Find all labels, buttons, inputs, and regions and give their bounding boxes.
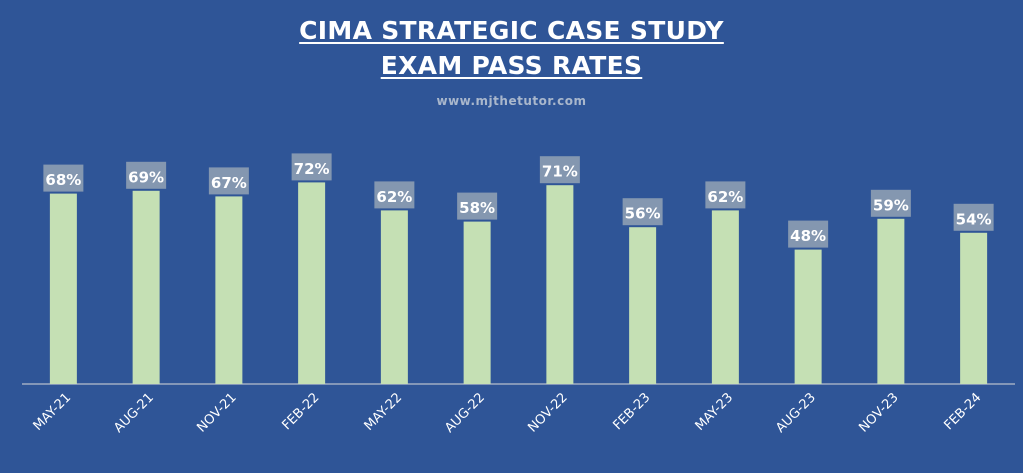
data-label-aug-21: 69%: [126, 161, 167, 189]
x-tick-label-aug-21: AUG-21: [111, 390, 157, 436]
x-tick-label-may-22: MAY-22: [362, 390, 406, 434]
bar-feb-23: [629, 227, 657, 384]
data-label-text: 48%: [790, 227, 826, 245]
data-label-feb-23: 56%: [622, 198, 663, 226]
data-label-text: 62%: [376, 188, 412, 206]
x-tick-label-may-23: MAY-23: [693, 390, 737, 434]
x-tick-label-nov-22: NOV-22: [525, 390, 570, 435]
data-label-text: 72%: [294, 160, 330, 178]
bar-feb-24: [960, 232, 988, 384]
bar-may-21: [49, 193, 77, 384]
data-label-box: [457, 192, 498, 220]
x-tick-label-feb-23: FEB-23: [610, 390, 653, 433]
x-tick-label-feb-22: FEB-22: [279, 390, 322, 433]
chart-title-line-1: CIMA STRATEGIC CASE STUDY: [299, 16, 724, 45]
bar-aug-23: [794, 249, 822, 384]
bar-nov-21: [215, 196, 243, 384]
bar-may-23: [711, 210, 739, 384]
bar-nov-22: [546, 185, 574, 384]
data-label-box: [126, 161, 167, 189]
x-tick-label-may-21: MAY-21: [31, 390, 75, 434]
bar-feb-22: [298, 182, 326, 384]
data-label-text: 58%: [459, 199, 495, 217]
data-label-aug-23: 48%: [788, 220, 829, 248]
data-label-box: [374, 181, 415, 209]
data-label-feb-22: 72%: [291, 153, 332, 181]
x-tick-label-aug-23: AUG-23: [773, 390, 819, 436]
data-label-box: [208, 167, 249, 195]
data-label-box: [705, 181, 746, 209]
data-label-text: 54%: [956, 210, 992, 228]
data-label-nov-21: 67%: [208, 167, 249, 195]
data-label-box: [539, 156, 580, 184]
x-tick-label-aug-22: AUG-22: [442, 390, 488, 436]
data-label-text: 67%: [211, 174, 247, 192]
data-label-feb-24: 54%: [953, 203, 994, 231]
bar-nov-23: [877, 218, 905, 384]
data-label-text: 71%: [542, 163, 578, 181]
data-label-may-21: 68%: [43, 164, 84, 192]
x-tick-label-feb-24: FEB-24: [941, 390, 984, 433]
chart-title-line-2: EXAM PASS RATES: [380, 51, 643, 80]
data-label-box: [953, 203, 994, 231]
bar-aug-21: [132, 190, 160, 384]
data-label-text: 56%: [625, 205, 661, 223]
x-tick-label-nov-21: NOV-21: [194, 390, 239, 435]
data-label-text: 68%: [45, 171, 81, 189]
data-label-may-23: 62%: [705, 181, 746, 209]
x-tick-label-nov-23: NOV-23: [856, 390, 901, 435]
data-label-box: [788, 220, 829, 248]
data-label-may-22: 62%: [374, 181, 415, 209]
data-label-box: [291, 153, 332, 181]
bar-aug-22: [463, 221, 491, 384]
data-label-aug-22: 58%: [457, 192, 498, 220]
data-label-text: 59%: [873, 196, 909, 214]
data-label-text: 69%: [128, 168, 164, 186]
data-label-box: [43, 164, 84, 192]
data-label-box: [870, 189, 911, 217]
data-label-nov-22: 71%: [539, 156, 580, 184]
chart-subtitle-website: www.mjthetutor.com: [436, 94, 587, 108]
data-label-text: 62%: [707, 188, 743, 206]
bar-may-22: [380, 210, 408, 384]
data-label-box: [622, 198, 663, 226]
data-label-nov-23: 59%: [870, 189, 911, 217]
